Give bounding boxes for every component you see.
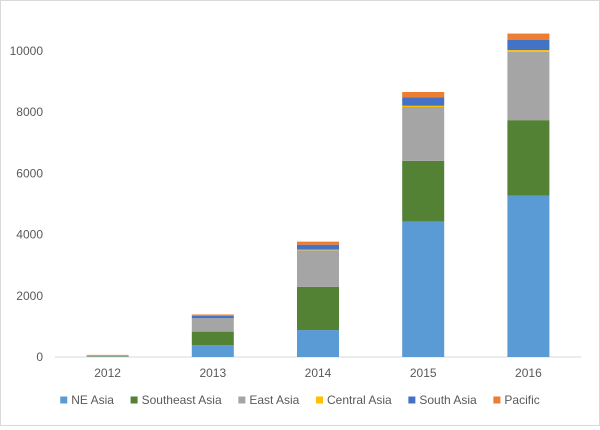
bar-segment-southeast-asia-2015 [402, 161, 444, 222]
legend-label: Southeast Asia [142, 393, 222, 407]
bar-segment-south-asia-2013 [192, 316, 234, 318]
bar-segment-southeast-asia-2014 [297, 287, 339, 330]
y-tick-label: 8000 [16, 105, 43, 119]
bar-segment-ne-asia-2015 [402, 221, 444, 357]
x-tick-label: 2014 [305, 366, 332, 380]
bar-segment-east-asia-2015 [402, 107, 444, 161]
y-tick-label: 4000 [16, 228, 43, 242]
y-tick-label: 2000 [16, 289, 43, 303]
bar-segment-pacific-2015 [402, 92, 444, 97]
legend-swatch [60, 397, 67, 404]
bar-segment-east-asia-2012 [87, 356, 129, 357]
legend-swatch [493, 397, 500, 404]
bar-segment-east-asia-2013 [192, 318, 234, 331]
bar-segment-south-asia-2015 [402, 97, 444, 106]
bar-segment-central-asia-2016 [507, 50, 549, 52]
y-tick-label: 10000 [10, 44, 44, 58]
x-tick-label: 2016 [515, 366, 542, 380]
legend-item-south-asia: South Asia [408, 393, 477, 407]
bar-segment-ne-asia-2013 [192, 345, 234, 357]
x-axis-ticks: 2012 2013 2014 2015 2016 [94, 366, 542, 380]
bar-segment-ne-asia-2014 [297, 330, 339, 357]
legend-label: Pacific [504, 393, 539, 407]
bar-segment-pacific-2016 [507, 34, 549, 40]
bar-segment-south-asia-2014 [297, 245, 339, 250]
legend-item-central-asia: Central Asia [316, 393, 392, 407]
bar-segment-east-asia-2014 [297, 250, 339, 287]
legend: NE Asia Southeast Asia East Asia Central As… [60, 393, 539, 407]
legend-item-ne-asia: NE Asia [60, 393, 114, 407]
x-tick-label: 2012 [94, 366, 121, 380]
bar-segment-east-asia-2016 [507, 52, 549, 120]
bar-segment-central-asia-2014 [297, 250, 339, 251]
legend-swatch [131, 397, 138, 404]
legend-swatch [316, 397, 323, 404]
legend-label: NE Asia [71, 393, 114, 407]
bar-segment-southeast-asia-2016 [507, 120, 549, 196]
bars [87, 34, 550, 357]
legend-label: Central Asia [327, 393, 392, 407]
legend-item-pacific: Pacific [493, 393, 539, 407]
y-axis-ticks: 0 2000 4000 6000 8000 10000 [10, 44, 44, 364]
bar-segment-southeast-asia-2013 [192, 332, 234, 345]
bar-segment-pacific-2013 [192, 314, 234, 315]
legend-swatch [238, 397, 245, 404]
legend-swatch [408, 397, 415, 404]
bar-segment-central-asia-2015 [402, 106, 444, 107]
bar-segment-south-asia-2016 [507, 40, 549, 50]
legend-item-southeast-asia: Southeast Asia [131, 393, 222, 407]
x-tick-label: 2015 [410, 366, 437, 380]
legend-item-east-asia: East Asia [238, 393, 299, 407]
legend-label: East Asia [249, 393, 299, 407]
y-tick-label: 6000 [16, 166, 43, 180]
y-tick-label: 0 [36, 350, 43, 364]
bar-segment-pacific-2014 [297, 242, 339, 245]
x-tick-label: 2013 [199, 366, 226, 380]
bar-segment-ne-asia-2016 [507, 196, 549, 357]
legend-label: South Asia [419, 393, 477, 407]
